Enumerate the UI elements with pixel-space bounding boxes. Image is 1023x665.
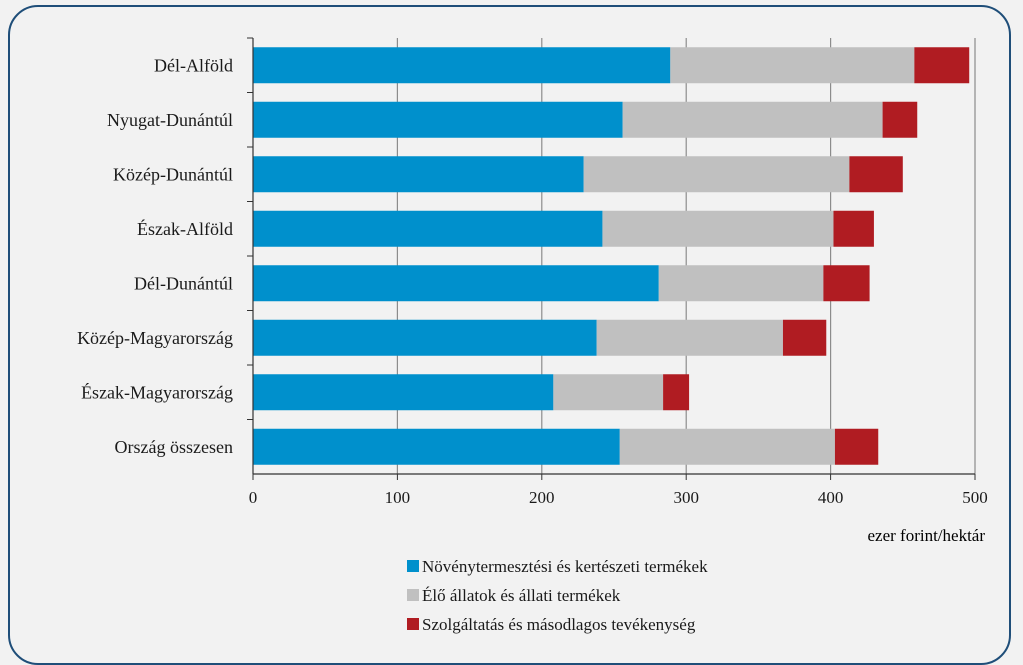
bar-segment [619, 428, 835, 465]
bars [253, 47, 970, 465]
bar-segment [253, 265, 659, 302]
bar-segment [253, 47, 671, 84]
x-tick-labels: 0 100 200 300 400 500 [249, 488, 988, 507]
bar-segment [583, 156, 850, 193]
category-label: Észak-Magyarország [81, 381, 233, 402]
bar-segment [253, 210, 603, 247]
bar-segment [782, 319, 827, 356]
category-labels: Dél-Alföld Nyugat-Dunántúl Közép-Dunántúl É… [77, 55, 233, 457]
bar-segment [553, 374, 664, 411]
legend-swatch [407, 560, 419, 572]
bar-segment [849, 156, 903, 193]
category-label: Közép-Magyarország [77, 328, 233, 348]
legend: Növénytermesztési és kertészeti termékek… [407, 557, 708, 634]
legend-swatch [407, 589, 419, 601]
category-label: Dél-Dunántúl [134, 273, 233, 293]
category-label: Dél-Alföld [154, 55, 233, 75]
category-label: Nyugat-Dunántúl [107, 110, 233, 130]
axes [247, 37, 976, 480]
category-label: Észak-Alföld [137, 218, 233, 239]
x-tick-label: 400 [818, 488, 844, 507]
bar-segment [622, 101, 883, 138]
category-label: Közép-Dunántúl [113, 164, 233, 184]
legend-swatch [407, 618, 419, 630]
bar-segment [823, 265, 870, 302]
bar-segment [253, 428, 620, 465]
bar-segment [833, 210, 874, 247]
bar-segment [670, 47, 915, 84]
bar-segment [253, 101, 623, 138]
bar-segment [602, 210, 834, 247]
bar-segment [834, 428, 879, 465]
legend-label: Szolgáltatás és másodlagos tevékenység [422, 615, 696, 634]
x-tick-label: 0 [249, 488, 258, 507]
x-axis-label: ezer forint/hektár [867, 526, 985, 545]
category-label: Ország összesen [115, 437, 233, 457]
bar-segment [253, 374, 554, 411]
x-tick-label: 300 [673, 488, 699, 507]
legend-label: Élő állatok és állati termékek [422, 586, 621, 605]
bar-segment [596, 319, 783, 356]
bar-segment [882, 101, 918, 138]
bar-segment [253, 319, 597, 356]
bar-segment [663, 374, 690, 411]
bar-segment [914, 47, 970, 84]
x-tick-label: 500 [962, 488, 988, 507]
bar-segment [253, 156, 584, 193]
bar-segment [658, 265, 824, 302]
legend-label: Növénytermesztési és kertészeti termékek [422, 557, 708, 576]
x-tick-label: 100 [385, 488, 411, 507]
x-tick-label: 200 [529, 488, 555, 507]
